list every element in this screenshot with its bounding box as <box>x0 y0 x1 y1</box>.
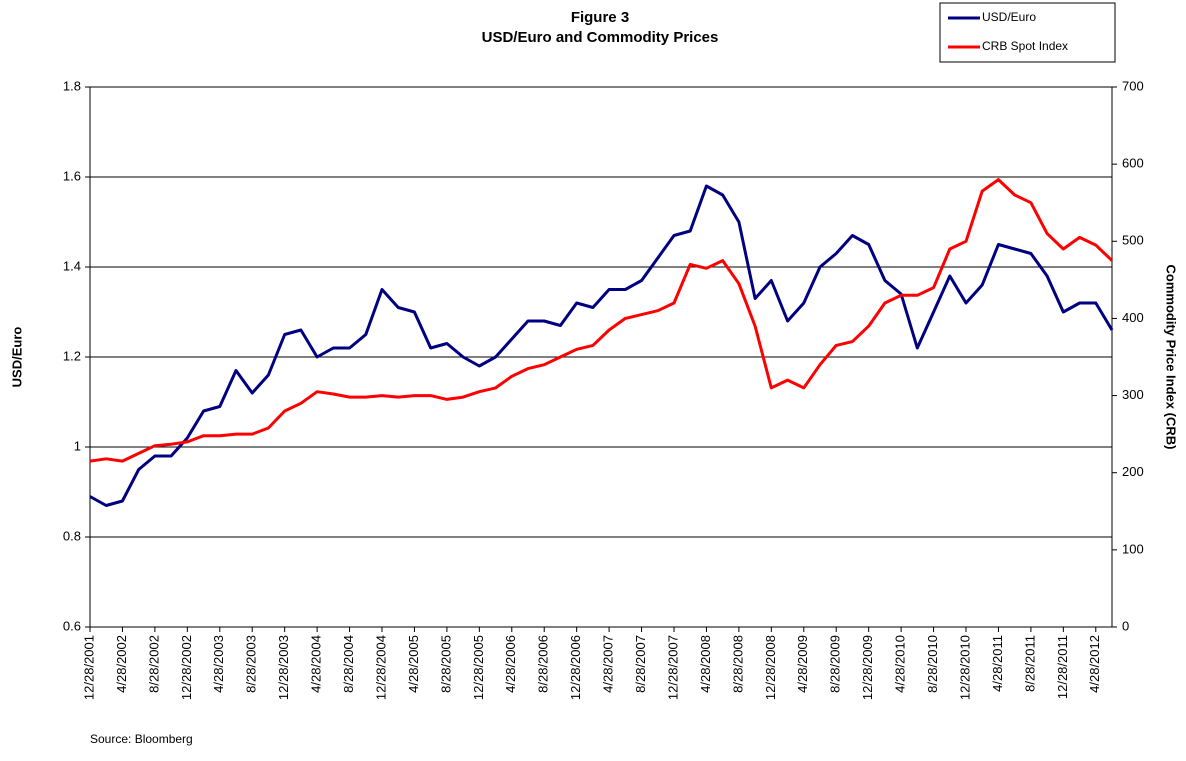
x-tick-label: 4/28/2006 <box>503 635 518 693</box>
x-tick-label: 4/28/2011 <box>990 635 1005 692</box>
x-tick-label: 4/28/2010 <box>893 635 908 693</box>
x-tick-label: 4/28/2005 <box>406 635 421 693</box>
y2-tick-label: 700 <box>1122 78 1144 93</box>
x-tick-label: 8/28/2005 <box>438 635 453 693</box>
x-tick-label: 8/28/2007 <box>633 635 648 693</box>
legend-label: USD/Euro <box>982 10 1036 24</box>
x-tick-label: 12/28/2007 <box>665 635 680 700</box>
y2-tick-label: 500 <box>1122 233 1144 248</box>
series-line <box>89 178 1114 463</box>
y-tick-label: 0.6 <box>63 618 81 633</box>
x-tick-label: 4/28/2004 <box>309 635 324 693</box>
y2-tick-label: 100 <box>1122 541 1144 556</box>
x-tick-label: 8/28/2004 <box>341 635 356 693</box>
y2-tick-label: 300 <box>1122 387 1144 402</box>
x-tick-label: 12/28/2004 <box>373 635 388 700</box>
x-tick-label: 8/28/2006 <box>536 635 551 693</box>
series-line <box>89 184 1114 507</box>
x-tick-label: 8/28/2008 <box>730 635 745 693</box>
y2-tick-label: 0 <box>1122 618 1129 633</box>
x-tick-label: 4/28/2002 <box>114 635 129 693</box>
y-axis-label: USD/Euro <box>9 327 24 388</box>
legend-box <box>939 2 1116 63</box>
x-tick-label: 12/28/2008 <box>763 635 778 700</box>
x-tick-label: 4/28/2008 <box>698 635 713 693</box>
x-tick-label: 12/28/2009 <box>860 635 875 700</box>
y-tick-label: 1.6 <box>63 168 81 183</box>
x-tick-label: 8/28/2011 <box>1022 635 1037 692</box>
x-tick-label: 4/28/2007 <box>601 635 616 693</box>
source-note: Source: Bloomberg <box>90 732 193 746</box>
y-tick-label: 0.8 <box>63 528 81 543</box>
x-tick-label: 8/28/2002 <box>146 635 161 693</box>
x-tick-label: 12/28/2005 <box>471 635 486 700</box>
y-tick-label: 1.4 <box>63 258 81 273</box>
chart-subtitle: USD/Euro and Commodity Prices <box>482 29 719 46</box>
x-tick-label: 12/28/2011 <box>1055 635 1070 699</box>
legend-label: CRB Spot Index <box>982 39 1068 53</box>
x-tick-label: 12/28/2003 <box>276 635 291 700</box>
x-tick-label: 4/28/2012 <box>1087 635 1102 693</box>
x-tick-label: 12/28/2006 <box>568 635 583 700</box>
x-tick-label: 8/28/2003 <box>244 635 259 693</box>
y-tick-label: 1.2 <box>63 348 81 363</box>
y2-tick-label: 200 <box>1122 464 1144 479</box>
y2-axis-label: Commodity Price Index (CRB) <box>1164 265 1179 450</box>
x-tick-label: 12/28/2002 <box>179 635 194 700</box>
y-tick-label: 1.8 <box>63 78 81 93</box>
x-tick-label: 12/28/2001 <box>81 635 96 700</box>
chart-title: Figure 3 <box>571 9 629 26</box>
x-tick-label: 4/28/2003 <box>211 635 226 693</box>
y2-tick-label: 600 <box>1122 156 1144 171</box>
x-tick-label: 8/28/2009 <box>828 635 843 693</box>
y-tick-label: 1 <box>74 438 81 453</box>
x-tick-label: 4/28/2009 <box>795 635 810 693</box>
x-tick-label: 12/28/2010 <box>957 635 972 700</box>
x-tick-label: 8/28/2010 <box>925 635 940 693</box>
y2-tick-label: 400 <box>1122 310 1144 325</box>
